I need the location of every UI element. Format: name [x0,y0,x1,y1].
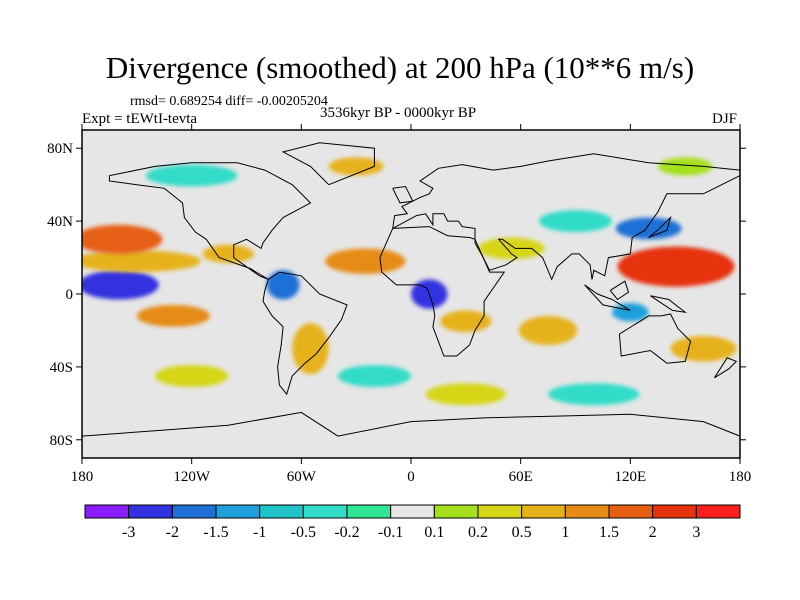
map-title: Divergence (smoothed) at 200 hPa (10**6 … [105,50,695,85]
divergence-anomaly-region [292,323,329,375]
divergence-anomaly-region [337,365,412,387]
coastline [82,411,740,437]
divergence-anomaly-region [325,248,406,274]
colorbar-swatch [433,504,479,519]
colorbar-label: 0.5 [512,524,532,541]
colorbar-label: 3 [692,524,700,541]
coastline [281,142,375,186]
divergence-anomaly-region [155,365,229,387]
colorbar-label: 0.2 [468,524,488,541]
divergence-anomaly-region [478,237,545,260]
colorbar-swatch [521,504,566,519]
colorbar-label: 0.1 [424,524,444,541]
y-tick-label: 0 [66,287,74,303]
coastline [713,357,738,379]
divergence-anomaly-region [670,335,737,362]
divergence-anomaly-region [136,304,210,327]
colorbar-label: 2 [649,524,657,541]
coastline [650,295,688,313]
y-tick-label: 40S [50,360,73,376]
divergence-anomaly-region [266,270,300,300]
divergence-anomaly-region [440,310,492,333]
colorbar-label: -3 [122,524,135,541]
divergence-anomaly-region [615,217,682,240]
divergence-anomaly-region [82,250,201,273]
x-tick-label: 120E [614,469,646,485]
colorbar-label: -1.5 [203,524,228,541]
colorbar-swatch [390,504,435,519]
colorbar-label: -0.5 [291,524,316,541]
colorbar-swatch [346,504,392,519]
season-label: DJF [712,111,738,127]
x-tick-label: 180 [729,469,752,485]
coastline [108,162,312,280]
coastline [648,215,672,238]
coastline [618,313,692,364]
divergence-anomaly-region [617,246,735,287]
colorbar-label: -0.2 [334,524,359,541]
y-tick-label: 80S [50,433,73,449]
divergence-anomaly-region [202,244,254,264]
coastline-outlines [82,142,740,437]
coastline [379,226,506,357]
colorbar-swatch [608,504,654,519]
colorbar-label: 1.5 [599,524,619,541]
colorbar-label: -1 [253,524,266,541]
x-tick-label: 60W [287,469,317,485]
divergence-anomaly-region [518,315,578,346]
coastline [609,280,630,301]
colorbar-swatch [259,504,304,519]
coastline [392,185,414,204]
divergence-anomaly-region [145,164,238,187]
y-tick-label: 40N [47,214,73,230]
divergence-anomaly-region [612,303,649,322]
divergence-anomaly-region [538,210,613,233]
x-tick-label: 60E [509,469,533,485]
map-plot-area [82,130,740,458]
colorbar-swatch [171,504,217,519]
divergence-anomaly-region [328,157,384,176]
colorbar-label: 1 [561,524,569,541]
divergence-anomaly-region [82,270,159,300]
time-period-label: 3536kyr BP - 0000kyr BP [320,105,477,121]
coastline [584,284,631,311]
coastline [392,153,740,281]
colorbar-swatch [695,504,741,519]
colorbar-swatch [128,504,173,519]
colorbar-swatch [302,504,348,519]
colorbar-swatch [84,504,130,519]
rmsd-diff-stats: rmsd= 0.689254 diff= -0.00205204 [130,94,328,109]
divergence-anomaly-region [548,383,640,406]
colorbar-swatch [652,504,697,519]
colorbar-label: -0.1 [378,524,403,541]
colorbar-swatch [477,504,523,519]
colorbar: -3 -2 -1.5 -1 -0.5 -0.2 -0.1 0.1 0.2 0.5 1 1.5 2 3 [84,504,741,541]
coastline [262,271,348,396]
y-tick-label: 80N [47,141,73,157]
x-tick-label: 180 [71,469,94,485]
colorbar-swatch [215,504,261,519]
divergence-anomaly-region [657,157,713,176]
divergence-anomaly-region [82,224,163,254]
map-axes: 180 120W 60W 0 60E 120E 180 80N 40N 0 40S 80S [47,124,751,485]
experiment-label: Expt = tEWtI-tevta [82,111,198,127]
colorbar-swatch [564,504,610,519]
divergence-anomaly-region [425,383,507,406]
x-tick-label: 0 [407,469,415,485]
colorbar-label: -2 [166,524,179,541]
x-tick-label: 120W [173,469,211,485]
